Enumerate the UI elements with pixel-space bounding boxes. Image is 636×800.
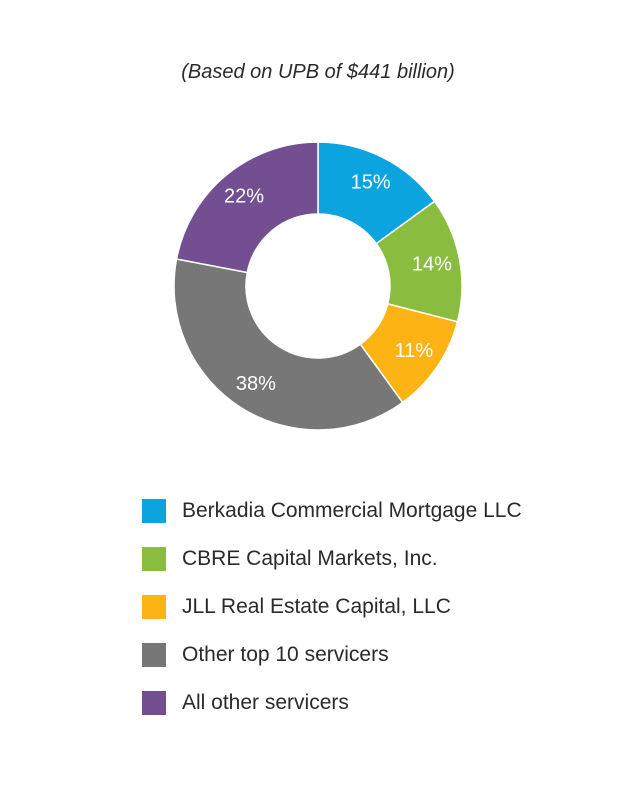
legend-item-berkadia: Berkadia Commercial Mortgage LLC [142, 496, 612, 544]
donut-slice-labels: 15% 14% 11% 38% 22% [224, 172, 452, 395]
legend-swatch [142, 691, 166, 715]
slice-label-cbre: 14% [412, 253, 452, 275]
slice-label-all-other: 22% [224, 186, 264, 208]
donut-slice-other-top-10 [173, 258, 404, 431]
slice-label-other-top-10: 38% [236, 373, 276, 395]
legend-label: JLL Real Estate Capital, LLC [182, 595, 451, 618]
legend-item-cbre: CBRE Capital Markets, Inc. [142, 544, 612, 592]
donut-slice-all-other [175, 141, 319, 274]
legend-item-all-other: All other servicers [142, 688, 612, 736]
legend-item-other-top-10: Other top 10 servicers [142, 640, 612, 688]
slice-label-jll: 11% [395, 340, 434, 362]
legend-label: Other top 10 servicers [182, 643, 389, 666]
legend-swatch [142, 595, 166, 619]
donut-chart: 15% 14% 11% 38% 22% [173, 141, 463, 431]
legend-label: All other servicers [182, 691, 349, 714]
legend-label: Berkadia Commercial Mortgage LLC [182, 499, 522, 522]
legend-label: CBRE Capital Markets, Inc. [182, 547, 438, 570]
legend-swatch [142, 643, 166, 667]
chart-subtitle: (Based on UPB of $441 billion) [181, 61, 455, 83]
legend-swatch [142, 499, 166, 523]
donut-slices [173, 141, 463, 431]
legend-swatch [142, 547, 166, 571]
legend-item-jll: JLL Real Estate Capital, LLC [142, 592, 612, 640]
slice-label-berkadia: 15% [351, 172, 391, 194]
chart-legend: Berkadia Commercial Mortgage LLC CBRE Ca… [142, 496, 612, 736]
